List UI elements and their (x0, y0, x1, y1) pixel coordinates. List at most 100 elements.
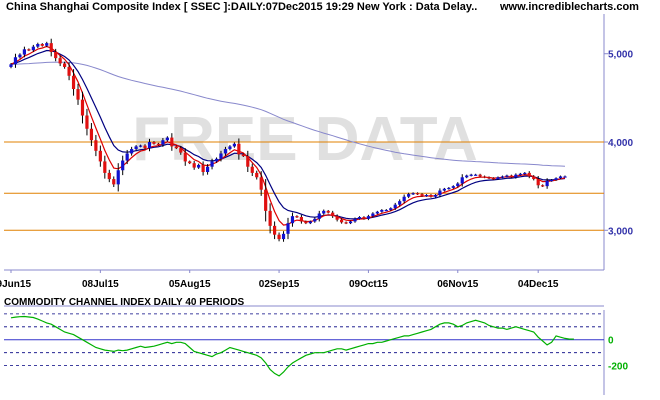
candle-body (474, 174, 478, 176)
ma-slow-line (10, 49, 566, 220)
candle-body (49, 43, 53, 52)
candle-body (125, 153, 129, 161)
candle-body (469, 174, 473, 176)
candle-body (460, 177, 464, 184)
cci-y-tick-label-0: 0 (608, 336, 614, 347)
candle-body (532, 176, 536, 180)
candle-body (31, 46, 35, 51)
candle-body (147, 142, 152, 149)
candle-body (210, 161, 214, 167)
candle-body (94, 140, 98, 151)
candle-body (228, 146, 232, 150)
candle-body (402, 196, 406, 202)
candle-body (54, 51, 58, 59)
candle-body (161, 140, 165, 145)
candle-body (558, 176, 563, 179)
candle-body (174, 146, 178, 149)
date-tick-label-3: 02Sep15 (259, 279, 300, 290)
candle-body (107, 172, 111, 180)
ma-long-line (10, 61, 566, 167)
candle-body (183, 152, 187, 162)
candle-body (27, 49, 31, 51)
candle-body (40, 44, 44, 46)
candle-body (371, 213, 375, 217)
candle-body (344, 222, 348, 224)
date-tick-label-5: 06Nov15 (437, 279, 479, 290)
date-tick-label-2: 05Aug15 (169, 279, 211, 290)
candle-body (509, 175, 513, 178)
candle-body (85, 115, 89, 129)
cci-title-bg (0, 296, 660, 308)
candle-body (98, 150, 102, 162)
candle-body (438, 190, 442, 195)
date-tick-label-0: 09Jun15 (0, 279, 31, 290)
candle-body (491, 178, 496, 180)
candle-body (13, 57, 18, 65)
candle-body (335, 216, 339, 220)
candle-body (563, 176, 567, 178)
candle-body (424, 194, 429, 197)
candle-body (246, 156, 250, 167)
site-url[interactable]: www.incrediblecharts.com (500, 1, 639, 13)
candle-body (451, 186, 455, 188)
candle-body (415, 193, 420, 195)
candle-body (103, 161, 107, 173)
candle-body (545, 180, 549, 187)
candle-body (505, 175, 509, 177)
candle-body (112, 179, 116, 185)
price-y-tick-label-1: 4,000 (608, 138, 633, 149)
candle-body (130, 149, 134, 154)
candle-body (518, 173, 522, 175)
candle-body (134, 146, 138, 150)
candle-body (465, 175, 469, 178)
cci-line (10, 315, 574, 377)
candle-body (89, 128, 94, 141)
candle-body (156, 143, 161, 145)
candle-body (487, 177, 491, 179)
candle-body (380, 209, 384, 212)
candle-body (268, 210, 272, 226)
candle-body (500, 176, 505, 178)
candle-body (214, 158, 219, 162)
candle-body (67, 66, 71, 76)
candle-body (295, 216, 299, 218)
candle-body (331, 212, 335, 217)
candle-body (308, 221, 312, 224)
date-tick-label-6: 04Dec15 (518, 279, 559, 290)
candle-body (496, 177, 500, 180)
candle-body (536, 179, 540, 186)
candle-body (80, 99, 85, 116)
cci-y-tick-label-1: -200 (608, 362, 628, 373)
chart-title: China Shanghai Composite Index [ SSEC ]:… (6, 1, 478, 13)
candle-body (407, 194, 411, 197)
candle-body (219, 153, 223, 159)
candle-body (514, 174, 518, 178)
candle-body (398, 201, 402, 205)
candle-body (362, 217, 366, 219)
candle-body (232, 143, 236, 147)
date-tick-label-1: 08Jul15 (82, 279, 119, 290)
candle-body (281, 233, 286, 240)
candle-body (523, 172, 527, 175)
candle-body (121, 160, 125, 171)
candle-body (420, 194, 424, 196)
candle-body (304, 221, 308, 224)
candle-body (36, 44, 40, 47)
candle-body (63, 63, 67, 67)
candle-body (152, 142, 156, 144)
candle-body (272, 225, 277, 235)
candle-body (478, 174, 482, 177)
candle-body (264, 189, 268, 211)
candle-body (197, 164, 201, 168)
candle-body (357, 217, 362, 219)
candle-body (442, 188, 446, 191)
candle-body (313, 218, 317, 222)
candle-body (116, 170, 120, 185)
date-tick-label-4: 09Oct15 (349, 279, 388, 290)
candle-body (241, 154, 245, 157)
candle-body (433, 194, 438, 197)
candle-body (317, 213, 321, 219)
candle-body (326, 210, 330, 213)
candle-body (9, 64, 13, 67)
